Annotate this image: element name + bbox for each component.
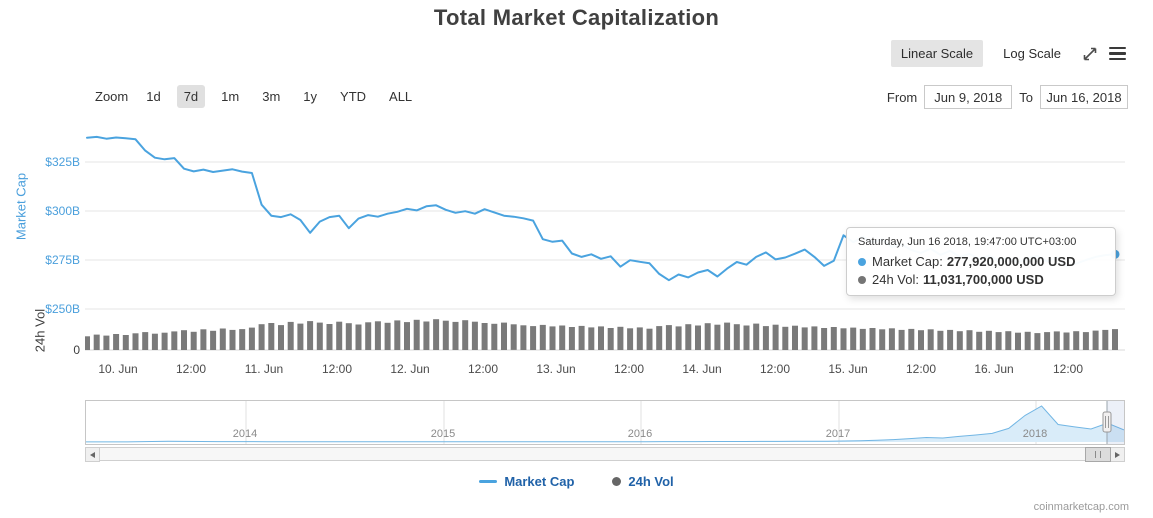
- tooltip-market-cap-row: Market Cap: 277,920,000,000 USD: [858, 254, 1104, 269]
- from-label: From: [886, 89, 918, 105]
- zoom-label: Zoom: [95, 89, 129, 104]
- y-axis-tick-325b: $325B: [45, 155, 80, 169]
- tooltip-datetime: Saturday, Jun 16 2018, 19:47:00 UTC+03:0…: [858, 236, 1077, 248]
- x-axis-tick: 10. Jun: [98, 362, 138, 376]
- fullscreen-icon[interactable]: [1081, 45, 1099, 63]
- navigator-tick-2016: 2016: [627, 428, 653, 440]
- zoom-button-3m[interactable]: 3m: [255, 85, 287, 108]
- x-axis-tick: 12:00: [613, 362, 645, 376]
- zoom-button-7d[interactable]: 7d: [176, 85, 206, 108]
- zoom-button-1d[interactable]: 1d: [139, 85, 167, 108]
- hamburger-menu-icon[interactable]: [1109, 46, 1126, 61]
- x-axis-tick: 12:00: [905, 362, 937, 376]
- volume-axis-tick-0: 0: [73, 343, 80, 357]
- navigator-tick-2017: 2017: [825, 428, 851, 440]
- scrollbar-thumb[interactable]: [1085, 447, 1111, 462]
- y-axis-tick-250b: $250B: [45, 302, 80, 316]
- x-axis-tick: 13. Jun: [536, 362, 576, 376]
- range-navigator[interactable]: [85, 400, 1125, 445]
- tooltip-vol-label: 24h Vol:: [872, 272, 919, 287]
- to-date-input[interactable]: [1040, 85, 1128, 109]
- log-scale-button[interactable]: Log Scale: [993, 40, 1071, 67]
- date-range-controls: From To: [887, 85, 1128, 109]
- x-axis-tick: 14. Jun: [682, 362, 722, 376]
- x-axis-tick: 12:00: [321, 362, 353, 376]
- zoom-button-1m[interactable]: 1m: [214, 85, 246, 108]
- volume-axis-title: 24h Vol: [32, 308, 48, 353]
- thumb-grip-icon: [1095, 451, 1101, 458]
- y-axis-tick-275b: $275B: [45, 253, 80, 267]
- left-arrow-icon: [90, 451, 95, 458]
- vol-dot-icon: [612, 477, 622, 486]
- chart-legend: Market Cap 24h Vol: [0, 474, 1153, 489]
- x-axis-tick: 12:00: [175, 362, 207, 376]
- zoom-button-1y[interactable]: 1y: [296, 85, 324, 108]
- vol-marker-icon: [858, 275, 866, 284]
- scroll-left-button[interactable]: [85, 447, 100, 462]
- x-axis-tick: 12:00: [1052, 362, 1084, 376]
- scale-controls: Linear Scale Log Scale: [890, 40, 1126, 67]
- watermark: coinmarketcap.com: [1033, 501, 1129, 513]
- zoom-button-ytd[interactable]: YTD: [333, 85, 373, 108]
- tooltip-market-cap-value: 277,920,000,000 USD: [946, 254, 1076, 269]
- linear-scale-button[interactable]: Linear Scale: [890, 40, 984, 67]
- market-cap-line-icon: [479, 480, 498, 483]
- chart-tooltip: Saturday, Jun 16 2018, 19:47:00 UTC+03:0…: [846, 227, 1116, 296]
- page-title: Total Market Capitalization: [433, 5, 720, 30]
- to-label: To: [1019, 89, 1033, 105]
- right-arrow-icon: [1115, 451, 1120, 458]
- y-axis-title: Market Cap: [13, 172, 29, 241]
- x-axis-tick: 12. Jun: [390, 362, 430, 376]
- zoom-button-all[interactable]: ALL: [382, 85, 419, 108]
- zoom-controls: Zoom 1d 7d 1m 3m 1y YTD ALL: [95, 85, 419, 108]
- x-axis-tick: 16. Jun: [974, 362, 1014, 376]
- navigator-tick-2014: 2014: [232, 428, 258, 440]
- legend-market-cap-label: Market Cap: [504, 474, 575, 489]
- x-axis-tick: 11. Jun: [244, 362, 284, 376]
- legend-item-market-cap[interactable]: Market Cap: [479, 474, 574, 489]
- tooltip-market-cap-label: Market Cap:: [872, 254, 943, 269]
- y-axis-tick-300b: $300B: [45, 204, 80, 218]
- main-chart-plot-area[interactable]: [84, 125, 1125, 360]
- x-axis-tick: 12:00: [759, 362, 791, 376]
- market-cap-chart-canvas[interactable]: [84, 125, 1125, 360]
- navigator-scrollbar[interactable]: [85, 447, 1125, 462]
- scroll-right-button[interactable]: [1110, 447, 1125, 462]
- navigator-tick-2018: 2018: [1022, 428, 1048, 440]
- legend-vol-label: 24h Vol: [628, 474, 674, 489]
- tooltip-vol-row: 24h Vol: 11,031,700,000 USD: [858, 272, 1104, 287]
- tooltip-vol-value: 11,031,700,000 USD: [923, 272, 1044, 287]
- x-axis-tick: 15. Jun: [828, 362, 868, 376]
- legend-item-24h-vol[interactable]: 24h Vol: [612, 474, 674, 489]
- navigator-tick-2015: 2015: [430, 428, 456, 440]
- navigator-canvas[interactable]: [86, 401, 1125, 444]
- x-axis-tick: 12:00: [467, 362, 499, 376]
- market-cap-marker-icon: [858, 257, 866, 266]
- from-date-input[interactable]: [924, 85, 1013, 109]
